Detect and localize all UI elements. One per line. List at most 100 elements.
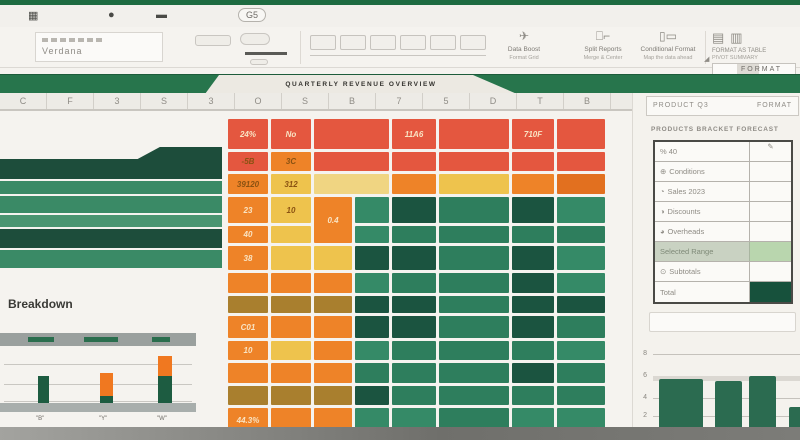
heatmap-cell[interactable] [439, 341, 509, 360]
heatmap-cell[interactable] [439, 174, 509, 194]
heatmap-cell[interactable] [392, 316, 436, 338]
toggle-pill[interactable] [240, 33, 270, 45]
ribbon-button-2[interactable] [340, 35, 366, 50]
heatmap-cell[interactable] [314, 363, 352, 383]
zoom-pill[interactable] [195, 35, 231, 46]
column-header-cell[interactable]: B [564, 93, 611, 109]
ribbon-button-3[interactable] [370, 35, 396, 50]
column-header-cell[interactable]: 3 [94, 93, 141, 109]
heatmap-cell[interactable] [439, 246, 509, 270]
heatmap-cell[interactable]: -5B [228, 152, 268, 171]
heatmap-cell[interactable]: 3C [271, 152, 311, 171]
heatmap-cell[interactable] [355, 273, 389, 293]
sheet-tab[interactable]: QUARTERLY REVENUE OVERVIEW [205, 75, 517, 94]
heatmap-cell[interactable] [271, 273, 311, 293]
column-header-cell[interactable]: 5 [423, 93, 470, 109]
heatmap-cell[interactable] [392, 174, 436, 194]
format-as-table-group[interactable]: ▤▥ FORMAT AS TABLE PIVOT SUMMARY [712, 29, 798, 61]
heatmap-cell[interactable] [557, 246, 605, 270]
heatmap-cell[interactable] [314, 386, 352, 405]
heatmap-cell[interactable] [392, 273, 436, 293]
table-row[interactable]: ⊙ Subtotals [655, 262, 791, 282]
heatmap-cell[interactable] [228, 363, 268, 383]
heatmap-cell[interactable] [228, 386, 268, 405]
heatmap-cell[interactable] [512, 296, 554, 313]
small-control[interactable] [250, 59, 268, 65]
heatmap-cell[interactable] [392, 197, 436, 223]
heatmap-cell[interactable] [439, 152, 509, 171]
status-bar[interactable] [0, 427, 800, 440]
heatmap-cell[interactable] [355, 386, 389, 405]
heatmap-cell[interactable]: 0.4 [314, 197, 352, 243]
column-header-cell[interactable]: S [282, 93, 329, 109]
heatmap-cell[interactable]: No [271, 119, 311, 149]
heatmap-cell[interactable] [512, 386, 554, 405]
heatmap-cell[interactable]: 24% [228, 119, 268, 149]
heatmap-cell[interactable]: 23 [228, 197, 268, 223]
record-icon[interactable]: ● [108, 9, 115, 21]
column-header-cell[interactable]: C [0, 93, 47, 109]
ribbon-button-1[interactable] [310, 35, 336, 50]
conditional-format-button[interactable]: ▯▭ Conditional Format Map the data ahead [636, 29, 700, 61]
heatmap-cell[interactable] [355, 197, 389, 223]
heatmap-cell[interactable] [228, 296, 268, 313]
column-header-cell[interactable]: D [470, 93, 517, 109]
heatmap-cell[interactable] [392, 363, 436, 383]
heatmap-cell[interactable]: 38 [228, 246, 268, 270]
heatmap-cell[interactable]: 10 [271, 197, 311, 223]
heatmap-cell[interactable] [512, 174, 554, 194]
heatmap-cell[interactable] [439, 226, 509, 243]
ribbon-button-5[interactable] [430, 35, 456, 50]
heatmap-cell[interactable] [314, 119, 389, 149]
heatmap-cell[interactable] [392, 341, 436, 360]
heatmap-cell[interactable] [314, 341, 352, 360]
heatmap-cell[interactable] [557, 316, 605, 338]
heatmap-cell[interactable]: 11A6 [392, 119, 436, 149]
heatmap-cell[interactable] [271, 341, 311, 360]
column-header-cell[interactable]: S [141, 93, 188, 109]
data-boost-button[interactable]: ✈ Data Boost Format Grid [490, 29, 558, 61]
heatmap-cell[interactable] [271, 363, 311, 383]
heatmap-cell[interactable] [392, 296, 436, 313]
heatmap-cell[interactable]: 710F [512, 119, 554, 149]
heatmap-cell[interactable] [314, 273, 352, 293]
heatmap-cell[interactable] [557, 174, 605, 194]
heatmap-cell[interactable] [439, 197, 509, 223]
heatmap-cell[interactable] [512, 273, 554, 293]
heatmap-cell[interactable] [557, 152, 605, 171]
heatmap-cell[interactable] [314, 152, 389, 171]
column-header-cell[interactable]: 7 [376, 93, 423, 109]
heatmap-cell[interactable] [512, 152, 554, 171]
heatmap-cell[interactable] [314, 316, 352, 338]
heatmap-cell[interactable] [271, 316, 311, 338]
heatmap-cell[interactable]: C01 [228, 316, 268, 338]
heatmap-cell[interactable] [439, 273, 509, 293]
heatmap-cell[interactable] [228, 273, 268, 293]
heatmap-cell[interactable] [512, 197, 554, 223]
heatmap-cell[interactable]: 39120 [228, 174, 268, 194]
heatmap-cell[interactable] [557, 341, 605, 360]
heatmap-cell[interactable] [439, 363, 509, 383]
heatmap-cell[interactable]: 40 [228, 226, 268, 243]
heatmap-cell[interactable] [512, 341, 554, 360]
heatmap-cell[interactable] [439, 316, 509, 338]
heatmap-cell[interactable] [355, 226, 389, 243]
heatmap-cell[interactable] [557, 386, 605, 405]
heatmap-cell[interactable] [355, 363, 389, 383]
table-row[interactable]: ◑ Discounts [655, 202, 791, 222]
column-header-cell[interactable]: F [47, 93, 94, 109]
heatmap-cell[interactable] [355, 246, 389, 270]
heatmap-cell[interactable] [271, 296, 311, 313]
heatmap-cell[interactable] [557, 296, 605, 313]
heatmap-cell[interactable] [355, 316, 389, 338]
heatmap-cell[interactable] [271, 386, 311, 405]
table-row[interactable]: Selected Range [655, 242, 791, 262]
panel-empty-box[interactable] [649, 312, 796, 332]
heatmap-cell[interactable] [439, 296, 509, 313]
column-header-cell[interactable]: T [517, 93, 564, 109]
table-row[interactable]: Total [655, 282, 791, 302]
heatmap-cell[interactable] [392, 386, 436, 405]
heatmap-cell[interactable] [392, 152, 436, 171]
heatmap-cell[interactable] [355, 296, 389, 313]
ribbon-button-4[interactable] [400, 35, 426, 50]
